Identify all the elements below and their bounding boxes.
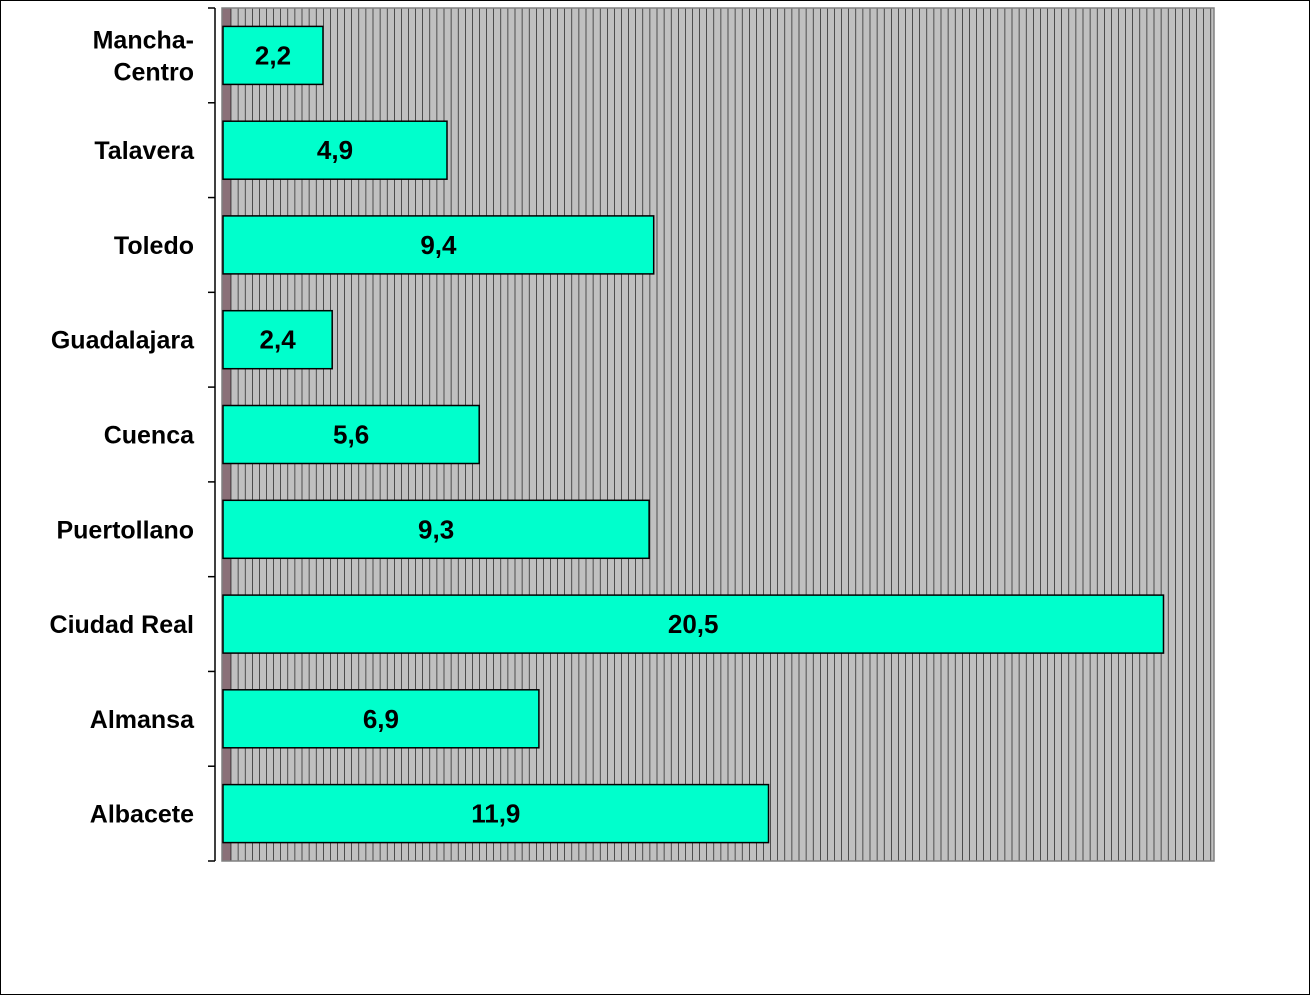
bar-talavera bbox=[222, 120, 448, 180]
bar-toledo bbox=[222, 215, 655, 275]
category-label: Toledo bbox=[114, 232, 194, 260]
plot-border bbox=[221, 7, 1215, 862]
category-label: Cuenca bbox=[104, 422, 195, 450]
data-label: 9,3 bbox=[418, 514, 454, 544]
bar-albacete bbox=[222, 783, 770, 844]
bar-mancha-centro bbox=[222, 25, 324, 86]
data-label: 11,9 bbox=[471, 799, 520, 829]
bar-guadalajara bbox=[222, 309, 333, 370]
category-label: Ciudad Real bbox=[50, 611, 194, 639]
data-label: 9,4 bbox=[420, 230, 457, 260]
data-label: 20,5 bbox=[668, 609, 719, 639]
data-label: 2,4 bbox=[260, 325, 297, 355]
category-label: Guadalajara bbox=[51, 327, 195, 355]
bar-cuenca bbox=[222, 404, 480, 465]
bar-puertollano bbox=[222, 499, 650, 560]
data-label: 5,6 bbox=[333, 420, 369, 450]
category-label: Talavera bbox=[94, 137, 195, 165]
data-label: 6,9 bbox=[363, 704, 399, 734]
category-label: Mancha-Centro bbox=[93, 26, 194, 86]
bar-ciudad-real bbox=[222, 594, 1165, 654]
bar-almansa bbox=[222, 689, 540, 749]
category-label: Puertollano bbox=[56, 516, 194, 544]
data-label: 4,9 bbox=[317, 135, 353, 165]
category-label: Albacete bbox=[90, 801, 194, 829]
category-label: Almansa bbox=[90, 706, 195, 734]
data-label: 2,2 bbox=[255, 40, 291, 70]
